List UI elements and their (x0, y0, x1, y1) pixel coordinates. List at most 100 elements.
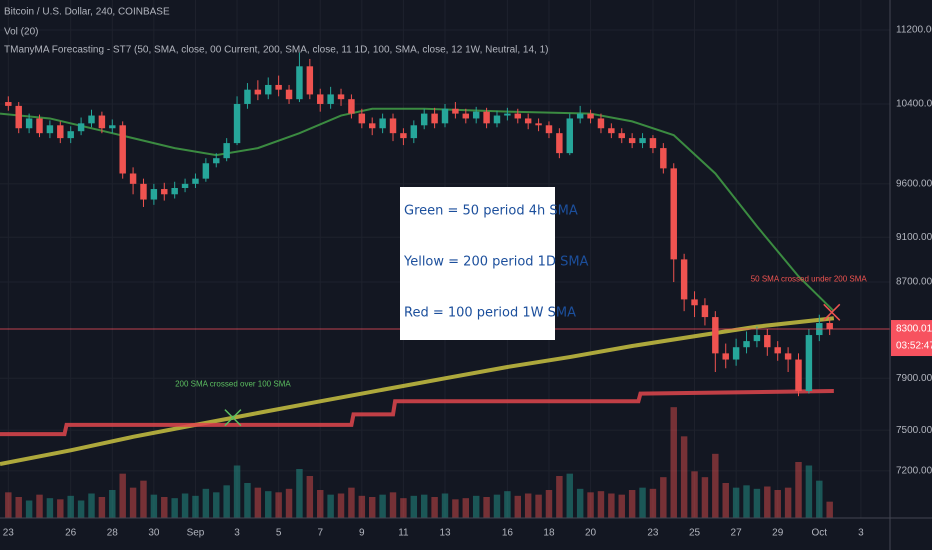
volume-bar (452, 499, 459, 518)
candle-body (452, 108, 459, 114)
volume-bar (88, 493, 95, 518)
x-tick-label: Sep (187, 528, 205, 539)
volume-bar (379, 494, 386, 518)
candle-body (275, 84, 282, 90)
volume-bar (129, 487, 137, 518)
candle-body (213, 158, 220, 164)
candle-body (722, 353, 729, 360)
volume-bar (545, 490, 553, 518)
volume-bar (317, 490, 324, 518)
candle-body (368, 123, 376, 129)
x-tick-label: 13 (439, 528, 451, 539)
y-tick-label: 7200.00 (896, 466, 932, 477)
x-tick-label: 9 (359, 528, 365, 539)
y-tick-label: 10400.00 (896, 99, 932, 110)
volume-bar (691, 471, 698, 518)
cross-marker (224, 409, 242, 427)
ma-line (0, 107, 835, 312)
candle-body (795, 359, 802, 392)
candle-body (244, 89, 251, 104)
candle-body (784, 353, 792, 360)
volume-bar (327, 494, 334, 518)
candle-body (712, 317, 719, 354)
x-tick-label: 25 (689, 528, 701, 539)
legend-entry: Green = 50 period 4h SMA (404, 204, 578, 219)
volume-bar (46, 498, 54, 518)
candle-body (483, 111, 490, 124)
candle-body (732, 347, 740, 360)
volume-bar (36, 494, 43, 518)
candle-body (98, 115, 106, 129)
volume-bar (483, 497, 490, 518)
volume-bar (171, 498, 178, 518)
volume-bar (701, 477, 709, 518)
candle-body (826, 323, 833, 330)
candle-body (77, 123, 85, 132)
volume-bar (597, 491, 605, 518)
volume-bar (649, 488, 657, 518)
volume-bar (244, 483, 251, 518)
volume-bar (368, 497, 376, 518)
volume-bar (670, 407, 677, 518)
candle-body (306, 66, 314, 95)
indicator-label: Vol (20) (4, 27, 38, 38)
volume-bar (150, 494, 158, 518)
volume-bar (774, 490, 781, 518)
legend: Green = 50 period 4h SMA Yellow = 200 pe… (400, 187, 589, 340)
candle-body (150, 189, 158, 200)
candle-body (556, 133, 563, 154)
y-tick-label: 7900.00 (896, 373, 932, 384)
candle-body (109, 125, 116, 129)
x-tick-label: 30 (148, 528, 160, 539)
candle-body (140, 183, 147, 200)
candle-body (753, 335, 761, 342)
volume-bar (587, 492, 594, 518)
countdown-label: 03:52:47 (896, 341, 932, 352)
volume-bar (275, 492, 282, 518)
volume-bar (348, 487, 355, 518)
volume-bar (504, 491, 511, 518)
volume-bar (140, 480, 147, 518)
ma-line (0, 316, 835, 466)
candle-body (524, 118, 532, 124)
x-tick-label: 11 (398, 528, 409, 539)
candle-body (15, 105, 22, 129)
candle-body (192, 178, 199, 184)
volume-bar (493, 494, 501, 518)
x-tick-label: 3 (234, 528, 240, 539)
volume-bar (472, 495, 480, 518)
candle-body (420, 113, 428, 126)
candle-body (317, 94, 324, 104)
volume-bar (816, 480, 823, 518)
indicator-label: TManyMA Forecasting - ST7 (50, SMA, clos… (4, 45, 549, 56)
cross-marker (823, 303, 841, 321)
candle-body (233, 103, 241, 144)
candle-body (608, 128, 615, 134)
volume-bar (410, 495, 418, 518)
candle-body (285, 89, 293, 100)
candle-body (129, 173, 137, 184)
volume-bar (181, 493, 189, 518)
y-tick-label: 9100.00 (896, 232, 932, 243)
candle-body (701, 305, 709, 318)
candle-body (119, 125, 126, 174)
volume-bar (618, 494, 625, 518)
volume-bar (639, 487, 646, 518)
volume-bar (628, 490, 636, 518)
candle-body (680, 259, 688, 300)
x-tick-label: 18 (543, 528, 555, 539)
x-tick-label: 26 (65, 528, 77, 539)
candle-body (566, 118, 573, 154)
x-tick-label: 29 (772, 528, 784, 539)
annotation: 200 SMA crossed over 100 SMA (175, 380, 291, 389)
volume-bar (400, 498, 407, 518)
volume-bar (15, 497, 22, 518)
candle-body (161, 189, 168, 195)
y-tick-label: 8700.00 (896, 277, 932, 288)
chart-title: Bitcoin / U.S. Dollar, 240, COINBASE (4, 7, 170, 18)
volume-bar (732, 487, 740, 518)
last-price-label: 8300.01 (896, 324, 932, 335)
candle-body (649, 138, 657, 149)
last-price-box (891, 320, 932, 357)
ma-line (0, 389, 834, 437)
